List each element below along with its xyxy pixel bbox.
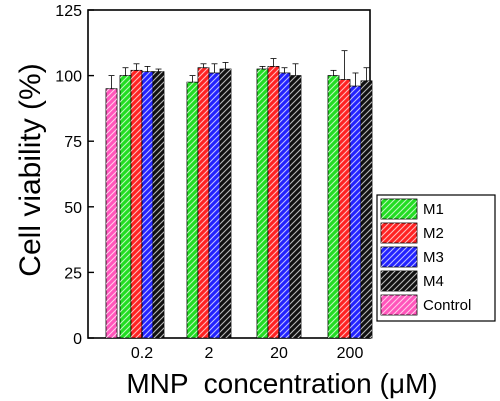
bar-m3-2-hatch [279, 72, 290, 338]
legend-label: M1 [423, 201, 444, 218]
y-tick-label: 25 [64, 265, 82, 282]
legend-swatch-hatch [381, 199, 417, 219]
legend-swatch-hatch [381, 271, 417, 291]
bar-m2-2-hatch [268, 66, 279, 338]
legend-swatch-hatch [381, 247, 417, 267]
y-tick-label: 75 [64, 134, 82, 151]
legend-swatch-hatch [381, 295, 417, 315]
bar-m4-2-hatch [290, 75, 301, 338]
bar-m2-0-hatch [131, 70, 142, 339]
bar-m1-0-hatch [120, 75, 131, 338]
x-tick-label: 20 [270, 345, 288, 362]
bar-m4-1-hatch [220, 69, 231, 338]
bar-m2-3-hatch [339, 79, 350, 338]
y-tick-label: 125 [55, 3, 82, 20]
x-tick-label: 200 [337, 345, 364, 362]
legend-label: M2 [423, 225, 444, 242]
legend-swatch-hatch [381, 223, 417, 243]
bar-m3-1-hatch [209, 72, 220, 338]
y-axis-title: Cell viability (%) [14, 63, 47, 276]
y-tick-label: 50 [64, 200, 82, 217]
bar-m4-3-hatch [361, 80, 372, 339]
x-tick-label: 2 [205, 345, 214, 362]
x-tick-label: 0.2 [131, 345, 153, 362]
legend-label: M4 [423, 273, 444, 290]
bar-m1-1-hatch [187, 82, 198, 338]
bar-m4-0-hatch [153, 71, 164, 338]
bar-m1-3-hatch [328, 75, 339, 338]
legend-label: M3 [423, 249, 444, 266]
control-bar-hatch [106, 88, 117, 338]
y-tick-label: 100 [55, 69, 82, 86]
x-axis-title: MNP concentration (μM) [126, 368, 437, 399]
bar-m2-1-hatch [198, 67, 209, 338]
bar-m3-3-hatch [350, 86, 361, 338]
legend-label: Control [423, 297, 471, 314]
bar-m3-0-hatch [142, 71, 153, 338]
bar-m1-2-hatch [257, 69, 268, 338]
y-tick-label: 0 [73, 331, 82, 348]
